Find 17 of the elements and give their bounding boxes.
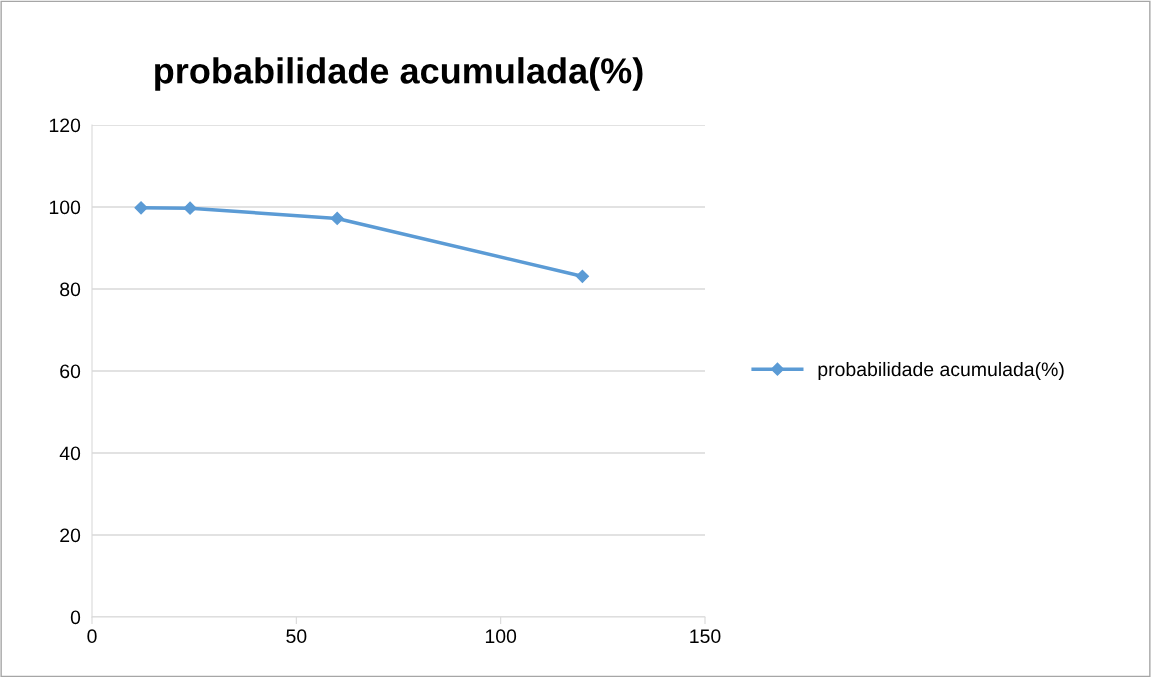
x-tick-label: 50 (286, 629, 307, 644)
y-tick-label: 0 (70, 610, 81, 625)
y-tick-label: 80 (60, 282, 81, 297)
y-tick-label: 20 (60, 528, 81, 543)
x-tick-label: 100 (485, 629, 517, 644)
x-tick-label: 0 (87, 629, 97, 644)
point (183, 201, 197, 215)
y-tick-label: 40 (59, 446, 81, 461)
y-tick-label: 100 (49, 200, 81, 215)
chart-title: probabilidade acumulada(%) (155, 57, 643, 91)
point (134, 201, 148, 215)
legend-label: probabilidade acumulada(%) (818, 361, 1064, 381)
y-tick-label: 60 (60, 364, 81, 379)
x-tick-label: 150 (690, 629, 721, 644)
point (330, 211, 344, 226)
point (575, 269, 589, 283)
y-tick-label: 120 (49, 118, 81, 133)
